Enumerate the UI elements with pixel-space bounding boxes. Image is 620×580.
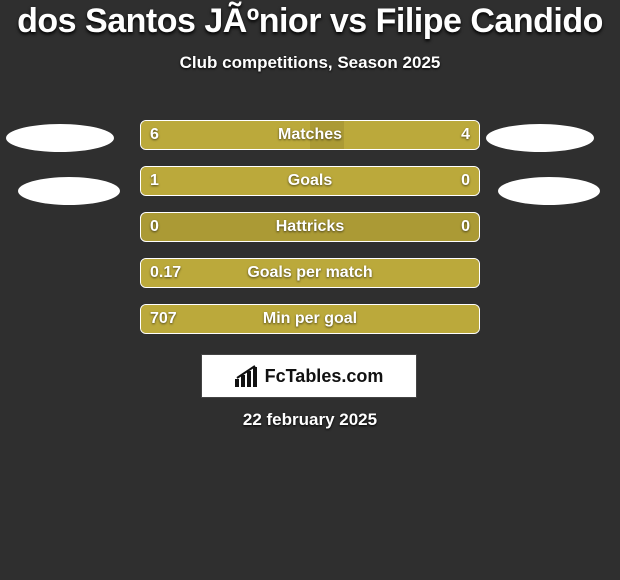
player-photo-placeholder (498, 177, 600, 205)
source-logo: FcTables.com (201, 354, 417, 398)
h2h-widget: { "title": "dos Santos JÃºnior vs Filipe… (0, 2, 620, 580)
player-photo-placeholder (6, 124, 114, 152)
stat-row: Goals per match0.17 (140, 258, 480, 288)
stat-track (140, 166, 480, 196)
stats-bars: Matches64 Goals10 Hattricks00 Goals per mat… (140, 120, 480, 350)
stat-row: Matches64 (140, 120, 480, 150)
stat-fill-right (401, 167, 479, 195)
player-photo-placeholder (18, 177, 120, 205)
stat-row: Hattricks00 (140, 212, 480, 242)
stat-track (140, 212, 480, 242)
bar-chart-icon (235, 365, 259, 387)
stat-fill-left (141, 305, 479, 333)
stat-row: Goals10 (140, 166, 480, 196)
stat-fill-left (141, 167, 401, 195)
page-subtitle: Club competitions, Season 2025 (0, 53, 620, 73)
stat-track (140, 120, 480, 150)
page-title: dos Santos JÃºnior vs Filipe Candido (0, 2, 620, 41)
date-text: 22 february 2025 (0, 410, 620, 430)
player-photo-placeholder (486, 124, 594, 152)
stat-track (140, 258, 480, 288)
stat-fill-right (344, 121, 479, 149)
stat-fill-left (141, 121, 310, 149)
stat-row: Min per goal707 (140, 304, 480, 334)
source-logo-text: FcTables.com (265, 366, 384, 387)
stat-fill-left (141, 259, 479, 287)
stat-track (140, 304, 480, 334)
